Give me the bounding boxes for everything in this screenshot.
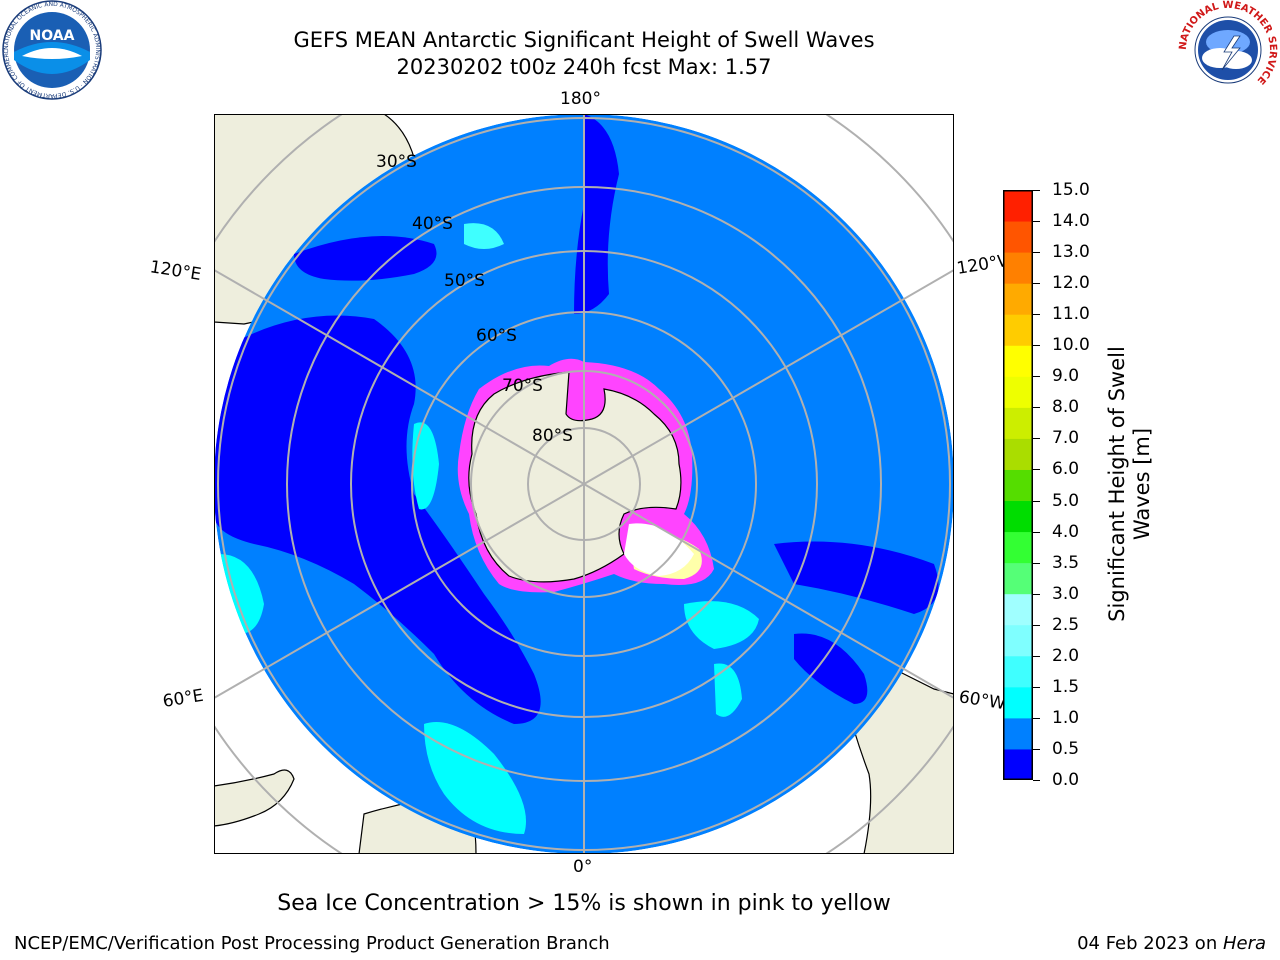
colorbar-band bbox=[1003, 314, 1033, 346]
colorbar-band bbox=[1003, 221, 1033, 253]
colorbar-tick-mark bbox=[1033, 780, 1040, 781]
footer-date: 04 Feb 2023 on Hera bbox=[1077, 933, 1266, 954]
colorbar-tick-mark bbox=[1033, 748, 1040, 750]
colorbar-tick-label: 12.0 bbox=[1052, 273, 1090, 294]
low-swell-region-indian bbox=[214, 315, 541, 724]
colorbar-tick-mark bbox=[1033, 252, 1040, 254]
footer-credit: NCEP/EMC/Verification Post Processing Pr… bbox=[14, 933, 610, 954]
colorbar-tick-label: 5.0 bbox=[1052, 490, 1080, 511]
colorbar-band bbox=[1003, 438, 1033, 470]
colorbar-tick-mark bbox=[1033, 686, 1040, 688]
colorbar-band bbox=[1003, 407, 1033, 439]
lat-label-60s: 60°S bbox=[476, 326, 517, 346]
colorbar-tick-label: 10.0 bbox=[1052, 335, 1090, 356]
lat-label-70s: 70°S bbox=[502, 376, 543, 396]
lon-label-60w: 60°W bbox=[957, 687, 1007, 715]
graticule bbox=[214, 114, 954, 854]
moderate-swell-region-1 bbox=[424, 722, 526, 834]
colorbar-tick-mark bbox=[1033, 376, 1040, 378]
low-swell-region-patagonia bbox=[794, 633, 868, 704]
colorbar-tick-mark bbox=[1033, 531, 1040, 533]
low-swell-region-tasman bbox=[294, 236, 437, 281]
chart-subtitle: 20230202 t00z 240h fcst Max: 1.57 bbox=[396, 55, 772, 79]
colorbar-band bbox=[1003, 345, 1033, 377]
colorbar-band bbox=[1003, 686, 1033, 719]
lon-label-180: 180° bbox=[560, 89, 601, 109]
lat-label-30s: 30°S bbox=[376, 152, 417, 172]
lat-label-80s: 80°S bbox=[532, 426, 573, 446]
colorbar-band bbox=[1003, 624, 1033, 657]
colorbar-tick-mark bbox=[1033, 469, 1040, 471]
colorbar-tick-label: 13.0 bbox=[1052, 242, 1090, 263]
colorbar-band bbox=[1003, 469, 1033, 502]
lon-label-0: 0° bbox=[573, 857, 593, 877]
lon-label-120e: 120°E bbox=[148, 257, 203, 285]
colorbar-tick-mark bbox=[1033, 624, 1040, 626]
colorbar-tick-label: 1.0 bbox=[1052, 707, 1080, 728]
moderate-swell-region-4 bbox=[412, 422, 439, 510]
colorbar-tick-label: 2.0 bbox=[1052, 645, 1080, 666]
colorbar-tick-label: 8.0 bbox=[1052, 397, 1080, 418]
africa-land bbox=[214, 769, 295, 827]
moderate-swell-region-6 bbox=[464, 223, 504, 249]
colorbar-tick-label: 2.5 bbox=[1052, 614, 1080, 635]
colorbar-tick-label: 4.0 bbox=[1052, 521, 1080, 542]
sea-ice-note: Sea Ice Concentration > 15% is shown in … bbox=[277, 891, 891, 916]
colorbar-label-line1: Significant Height of Swell bbox=[1105, 346, 1129, 622]
colorbar-tick-label: 3.0 bbox=[1052, 583, 1080, 604]
lat-label-50s: 50°S bbox=[444, 271, 485, 291]
colorbar-tick-label: 0.0 bbox=[1052, 770, 1080, 790]
colorbar-band bbox=[1003, 190, 1033, 222]
colorbar-tick-label: 14.0 bbox=[1052, 211, 1090, 232]
noaa-logo-text: NOAA bbox=[30, 28, 75, 44]
lat-label-40s: 40°S bbox=[412, 214, 453, 234]
polar-map: 30°S 40°S 50°S 60°S 70°S 80°S bbox=[214, 114, 954, 854]
colorbar-tick-mark bbox=[1033, 438, 1040, 440]
colorbar-tick-label: 7.0 bbox=[1052, 428, 1080, 449]
colorbar-band bbox=[1003, 717, 1033, 750]
colorbar-tick-mark bbox=[1033, 407, 1040, 409]
colorbar-label-line2: Waves [m] bbox=[1130, 427, 1154, 541]
colorbar-tick-label: 9.0 bbox=[1052, 366, 1080, 387]
moderate-swell-region-5 bbox=[714, 663, 742, 717]
colorbar-band bbox=[1003, 283, 1033, 315]
colorbar-tick-mark bbox=[1033, 562, 1040, 564]
colorbar-tick-label: 1.5 bbox=[1052, 676, 1080, 697]
low-swell-region-pacific bbox=[574, 114, 619, 314]
colorbar-tick-mark bbox=[1033, 283, 1040, 285]
colorbar-band bbox=[1003, 593, 1033, 626]
colorbar-tick-label: 3.5 bbox=[1052, 552, 1080, 573]
colorbar-tick-label: 11.0 bbox=[1052, 304, 1090, 325]
colorbar-band bbox=[1003, 376, 1033, 408]
colorbar-band bbox=[1003, 531, 1033, 564]
colorbar-band bbox=[1003, 655, 1033, 688]
colorbar-tick-mark bbox=[1033, 314, 1040, 316]
colorbar-tick-label: 6.0 bbox=[1052, 459, 1080, 480]
noaa-logo: NATIONAL OCEANIC AND ATMOSPHERIC ADMINIS… bbox=[0, 0, 102, 100]
footer-date-text: 04 Feb 2023 on bbox=[1077, 933, 1223, 954]
colorbar-band bbox=[1003, 748, 1033, 780]
low-swell-region-atlantic bbox=[774, 541, 939, 614]
colorbar-band bbox=[1003, 562, 1033, 595]
colorbar-tick-mark bbox=[1033, 593, 1040, 595]
chart-title: GEFS MEAN Antarctic Significant Height o… bbox=[293, 28, 875, 52]
lon-label-60e: 60°E bbox=[161, 685, 205, 712]
colorbar-label: Significant Height of Swell Waves [m] bbox=[1105, 314, 1155, 654]
antarctica-land bbox=[468, 371, 682, 583]
colorbar bbox=[1003, 190, 1033, 780]
colorbar-band bbox=[1003, 252, 1033, 284]
colorbar-tick-mark bbox=[1033, 190, 1040, 191]
colorbar-tick-mark bbox=[1033, 655, 1040, 657]
colorbar-band bbox=[1003, 500, 1033, 533]
colorbar-tick-mark bbox=[1033, 500, 1040, 502]
colorbar-tick-mark bbox=[1033, 221, 1040, 223]
colorbar-tick-label: 0.5 bbox=[1052, 738, 1080, 759]
moderate-swell-region-2 bbox=[684, 601, 759, 649]
colorbar-tick-mark bbox=[1033, 345, 1040, 347]
antarctic-peninsula-ice bbox=[624, 523, 694, 576]
footer-host: Hera bbox=[1222, 933, 1266, 954]
nws-logo: NATIONAL WEATHER SERVICE bbox=[1178, 0, 1278, 99]
colorbar-tick-mark bbox=[1033, 717, 1040, 719]
colorbar-tick-label: 15.0 bbox=[1052, 180, 1090, 200]
